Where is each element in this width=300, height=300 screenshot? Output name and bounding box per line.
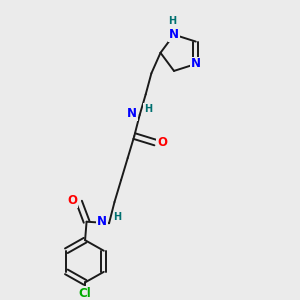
Text: N: N [127, 107, 137, 120]
Text: N: N [97, 215, 106, 228]
Text: O: O [68, 194, 77, 207]
Text: N: N [169, 28, 179, 41]
Text: H: H [113, 212, 122, 222]
Text: Cl: Cl [79, 287, 92, 300]
Text: O: O [157, 136, 167, 149]
Text: H: H [168, 16, 176, 26]
Text: H: H [144, 103, 152, 113]
Text: N: N [191, 58, 201, 70]
